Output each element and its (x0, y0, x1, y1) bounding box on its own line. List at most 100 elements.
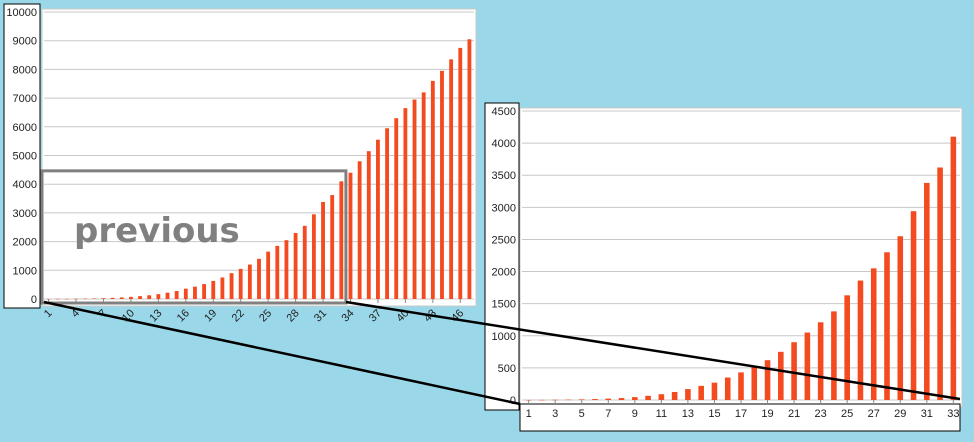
bar (193, 286, 197, 299)
bar (275, 245, 280, 299)
bar (101, 298, 106, 299)
bar (357, 161, 362, 299)
bar (950, 136, 957, 400)
bar (671, 391, 678, 400)
bar (751, 366, 758, 400)
y-tick-label: 3000 (492, 202, 516, 214)
x-tick-label: 1 (42, 307, 55, 320)
bar (421, 92, 426, 299)
x-tick-label: 13 (147, 307, 164, 324)
y-tick-label: 2500 (492, 234, 516, 246)
bar (645, 395, 651, 400)
left-bars (46, 39, 472, 300)
bar (632, 397, 638, 400)
bar (605, 398, 612, 400)
bar (394, 118, 399, 299)
y-tick-label: 8000 (13, 64, 37, 76)
bar (870, 268, 877, 400)
x-tick-label: 21 (788, 408, 800, 420)
y-tick-label: 6000 (13, 122, 37, 134)
x-tick-label: 19 (202, 307, 219, 324)
bar (211, 280, 216, 299)
right-x-tick-labels: 1 3 5 7 9 11 13 15 17 19 21 23 25 27 29 31 33 (526, 400, 959, 420)
bar (385, 128, 390, 299)
bar (165, 292, 170, 299)
x-tick-label: 22 (230, 307, 247, 324)
bar (831, 311, 837, 400)
x-tick-label: 13 (682, 408, 694, 420)
bar (857, 280, 864, 400)
bar (257, 258, 261, 299)
bar (202, 284, 207, 299)
bar (366, 151, 371, 299)
full-range-chart: 0 1000 2000 3000 4000 5000 6000 7000 8000 9000 100… (3, 3, 477, 324)
y-tick-label: 1000 (492, 331, 516, 343)
bar (321, 201, 325, 299)
x-tick-label: 23 (815, 408, 827, 420)
bar (119, 297, 124, 299)
bar (376, 139, 380, 299)
bar (658, 394, 665, 400)
right-y-tick-labels: 0 500 1000 1500 2000 2500 3000 3500 4000 4500 (492, 106, 516, 407)
x-tick-label: 29 (894, 408, 906, 420)
x-tick-label: 25 (257, 307, 274, 324)
bar (83, 298, 88, 300)
bar (128, 296, 133, 299)
bar (430, 80, 435, 299)
bar (711, 382, 718, 400)
x-tick-label: 7 (605, 408, 611, 420)
y-tick-label: 7000 (13, 93, 37, 105)
y-tick-label: 0 (510, 395, 516, 407)
bar (266, 251, 271, 299)
y-tick-label: 4500 (492, 106, 516, 118)
bar (458, 47, 463, 299)
right-plot-area (519, 107, 963, 408)
x-tick-label: 16 (175, 307, 192, 324)
bar (302, 225, 307, 299)
bar (592, 399, 598, 400)
x-tick-label: 25 (841, 408, 853, 420)
bar (817, 322, 824, 400)
x-tick-label: 34 (339, 307, 356, 324)
bar (685, 389, 691, 400)
y-tick-label: 0 (31, 294, 37, 306)
bar (339, 181, 344, 299)
y-tick-label: 4000 (492, 138, 516, 150)
x-tick-label: 15 (708, 408, 720, 420)
right-bars (525, 136, 957, 401)
bar (884, 252, 890, 400)
x-tick-label: 5 (579, 408, 585, 420)
x-tick-label: 11 (656, 408, 667, 420)
bar (724, 377, 731, 400)
x-tick-label: 9 (632, 408, 638, 420)
bar (293, 232, 298, 299)
x-tick-label: 28 (285, 307, 302, 324)
bar (311, 214, 316, 299)
y-tick-label: 5000 (13, 151, 37, 163)
bar (55, 298, 60, 300)
right-y-axis-box (484, 102, 520, 411)
bar (618, 398, 625, 400)
bar (578, 399, 585, 400)
bar (764, 360, 771, 400)
y-tick-label: 4000 (13, 179, 37, 191)
bar (440, 70, 444, 300)
bar (552, 399, 558, 401)
bar (348, 172, 353, 299)
bar (64, 298, 69, 300)
bar (412, 99, 417, 299)
x-tick-label: 33 (947, 408, 959, 420)
x-tick-label: 27 (868, 408, 880, 420)
left-y-tick-labels: 0 1000 2000 3000 4000 5000 6000 7000 8000 9000 100… (6, 7, 37, 306)
bar (183, 288, 188, 299)
previous-label: previous (74, 211, 240, 251)
bar (74, 298, 78, 300)
bar (791, 342, 797, 400)
bar (147, 295, 152, 299)
bar (110, 297, 115, 299)
x-tick-label: 31 (921, 408, 933, 420)
bar (698, 385, 704, 400)
bar (238, 268, 243, 299)
bar (467, 39, 472, 299)
